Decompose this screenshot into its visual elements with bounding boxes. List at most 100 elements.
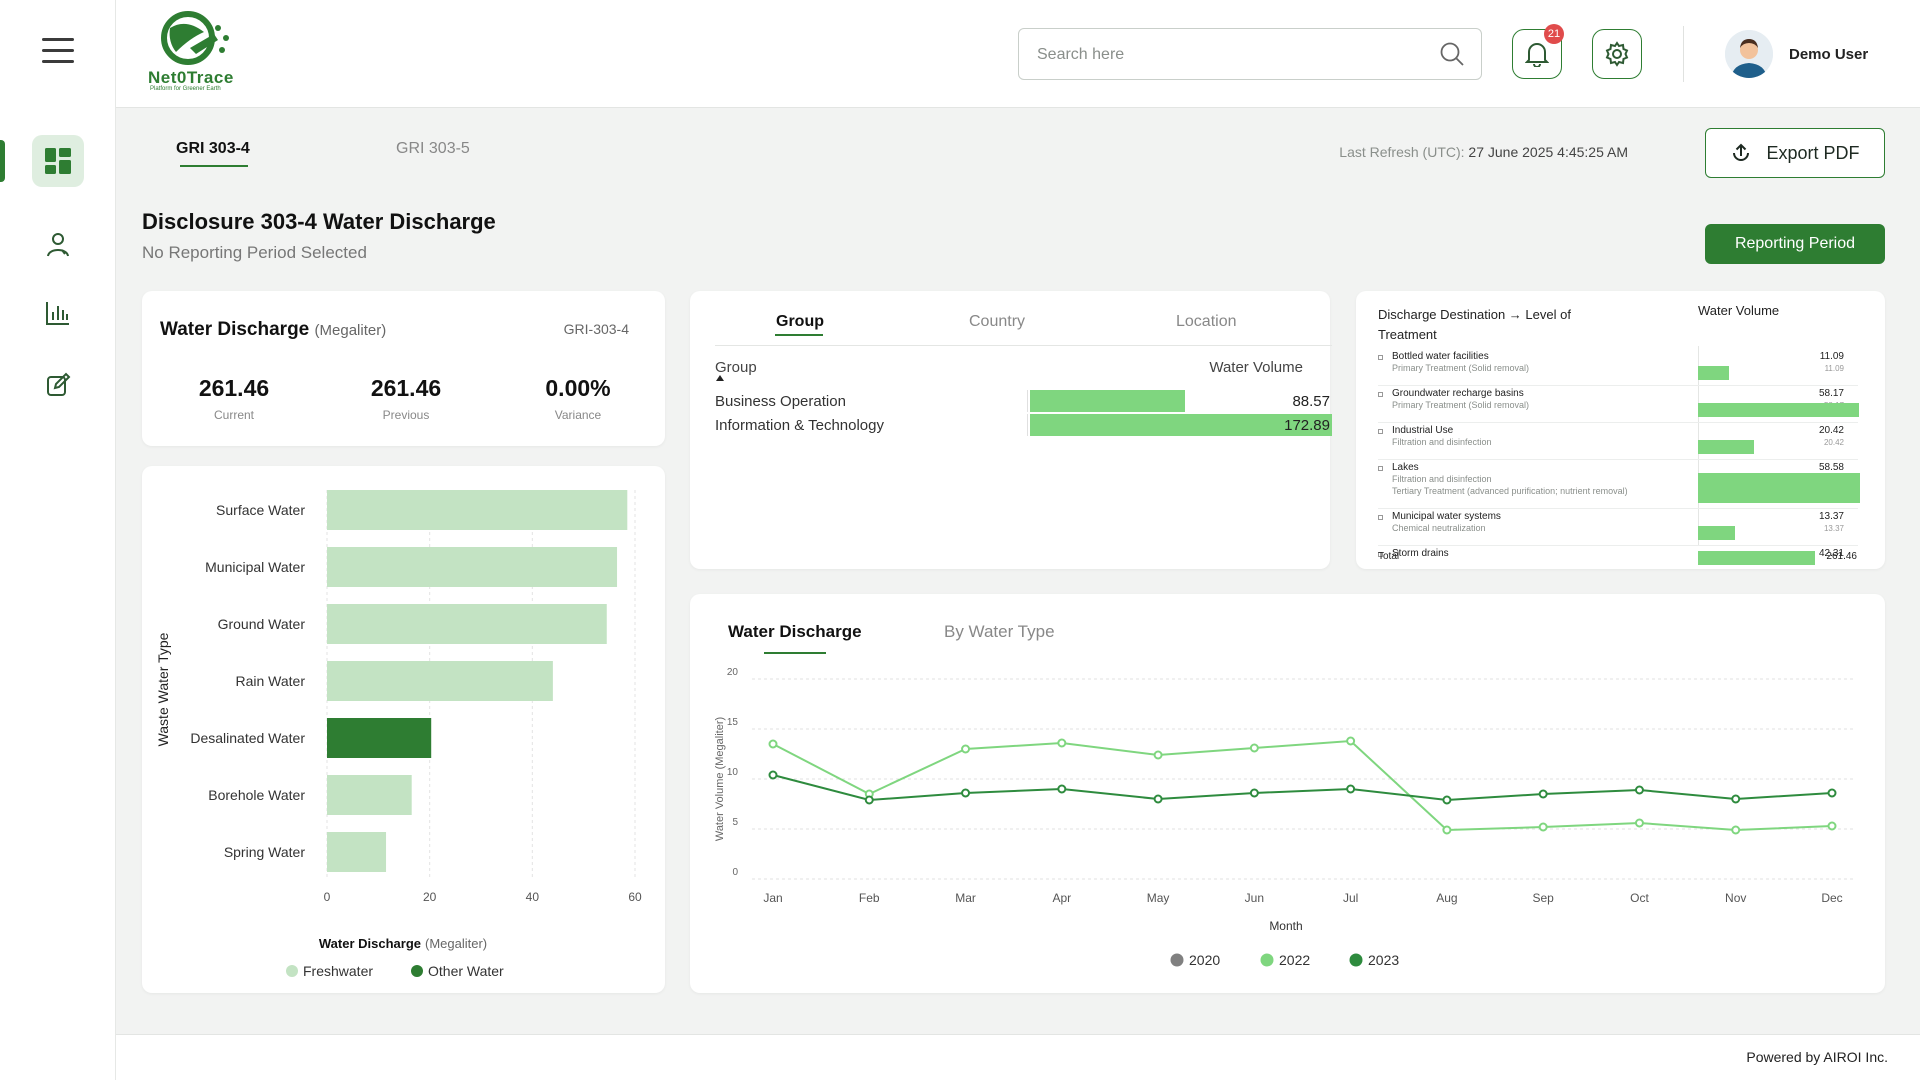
line-tab-underline: [764, 652, 826, 654]
expand-icon[interactable]: [1378, 552, 1383, 557]
data-point: [1538, 822, 1548, 832]
tab-gri-303-4[interactable]: GRI 303-4: [176, 140, 250, 157]
destination-total: 58.58: [1818, 462, 1844, 473]
sidebar-item-users[interactable]: [32, 218, 84, 270]
x-tick-label: 60: [628, 890, 642, 904]
data-point: [1634, 785, 1644, 795]
y-axis-label: Waste Water Type: [155, 632, 171, 746]
row-name: Business Operation: [715, 393, 846, 410]
row-value: 88.57: [1292, 393, 1330, 410]
legend-swatch: [411, 965, 423, 977]
avatar[interactable]: [1725, 30, 1773, 78]
settings-button[interactable]: [1592, 29, 1642, 79]
y-axis-label: Water Volume (Megaliter): [714, 717, 726, 841]
bar: [327, 718, 432, 758]
kpi-variance-value: 0.00%: [545, 375, 611, 401]
destination-total: 20.42: [1818, 425, 1844, 436]
legend-label: Other Water: [428, 963, 504, 979]
kpi-current-value: 261.46: [198, 375, 270, 401]
col-header-water-volume[interactable]: Water Volume: [1209, 359, 1303, 376]
legend-swatch: [1349, 953, 1363, 967]
expand-icon[interactable]: [1378, 515, 1383, 520]
col-header-group[interactable]: Group: [715, 359, 757, 376]
tab-group[interactable]: Group: [776, 313, 824, 330]
treatment-value: 20.42: [1823, 438, 1844, 447]
data-point: [1346, 736, 1356, 746]
sort-ascending-icon[interactable]: [715, 374, 725, 382]
expand-icon[interactable]: [1378, 429, 1383, 434]
tab-by-water-type[interactable]: By Water Type: [944, 622, 1055, 641]
expand-icon[interactable]: [1378, 392, 1383, 397]
data-point: [1249, 743, 1259, 753]
last-refresh-label: Last Refresh (UTC):: [1339, 144, 1465, 160]
table-row[interactable]: Business Operation 88.57: [715, 390, 1332, 412]
data-point: [961, 744, 971, 754]
data-point: [1731, 825, 1741, 835]
brand-name: Net0Trace: [148, 68, 234, 87]
sidebar-item-dashboard[interactable]: [32, 135, 84, 187]
row-divider: [1378, 545, 1858, 546]
cell-divider: [1027, 414, 1028, 436]
water-discharge-line-card: Water Discharge By Water Type 0 5 10 15 20 Ja…: [690, 594, 1885, 993]
bar: [327, 604, 607, 644]
sidebar-item-reports[interactable]: [32, 287, 84, 339]
group-table-divider: [715, 345, 1332, 346]
x-axis-label-text: Water Discharge: [319, 936, 421, 951]
kpi-card: Water Discharge (Megaliter) GRI-303-4 26…: [142, 291, 665, 446]
destination-col-header[interactable]: Discharge Destination → Level of Treatme…: [1378, 307, 1571, 342]
search-box: [1018, 28, 1482, 80]
x-tick-label: Apr: [1052, 891, 1071, 905]
legend-swatch: [286, 965, 298, 977]
destination-name: Groundwater recharge basins: [1392, 388, 1524, 399]
notifications-button[interactable]: 21: [1512, 24, 1564, 79]
destination-total: 11.09: [1819, 351, 1844, 362]
waste-water-type-chart-card: 0 20 40 60 Surface Water Municipal Water Groun…: [142, 466, 665, 993]
tab-country[interactable]: Country: [969, 313, 1026, 330]
destination-row[interactable]: Groundwater recharge basins 58.17 Primary …: [1378, 388, 1859, 423]
cell-divider: [1027, 390, 1028, 412]
reporting-period-button[interactable]: Reporting Period: [1705, 224, 1885, 264]
tab-location[interactable]: Location: [1176, 313, 1237, 330]
treatment-level: Tertiary Treatment (advanced purificatio…: [1392, 486, 1628, 496]
tab-gri-303-5[interactable]: GRI 303-5: [396, 140, 470, 157]
legend-swatch: [1260, 953, 1274, 967]
legend-swatch: [1170, 953, 1184, 967]
kpi-variance: 0.00% Variance: [508, 375, 648, 422]
x-axis-label: Month: [1269, 919, 1302, 933]
data-point: [768, 739, 778, 749]
user-name[interactable]: Demo User: [1789, 46, 1869, 63]
kpi-previous-value: 261.46: [370, 375, 442, 401]
menu-toggle-button[interactable]: [42, 38, 74, 64]
data-point: [1442, 795, 1452, 805]
expand-icon[interactable]: [1378, 466, 1383, 471]
notification-badge: 21: [1544, 24, 1564, 44]
bar: [327, 547, 618, 587]
y-tick-label: 15: [727, 717, 739, 728]
bell-icon: [1525, 43, 1549, 67]
destination-row[interactable]: Bottled water facilities 11.09 Primary Tre…: [1378, 351, 1858, 386]
row-name: Information & Technology: [715, 417, 884, 434]
tab-water-discharge[interactable]: Water Discharge: [728, 622, 862, 641]
sidebar-item-edit[interactable]: [32, 359, 84, 411]
destination-volume-header[interactable]: Water Volume: [1698, 303, 1780, 318]
expand-icon[interactable]: [1378, 355, 1383, 360]
destination-value-bar: [1698, 440, 1754, 454]
destination-row[interactable]: Municipal water systems 13.37 Chemical neu…: [1378, 511, 1858, 546]
destination-row[interactable]: Storm drains 42.31: [1378, 548, 1858, 568]
table-row[interactable]: Information & Technology 172.89: [715, 414, 1332, 436]
export-pdf-button[interactable]: Export PDF: [1705, 128, 1885, 178]
destination-row[interactable]: Industrial Use 20.42 Filtration and disinf…: [1378, 425, 1858, 460]
bar-chart-icon: [46, 302, 69, 325]
destination-name: Storm drains: [1392, 548, 1449, 559]
legend-label: 2022: [1279, 952, 1310, 968]
search-icon[interactable]: [1439, 41, 1465, 67]
category-label: Desalinated Water: [190, 730, 305, 746]
data-point: [1057, 784, 1067, 794]
footer-credit: Powered by AIROI Inc.: [1746, 1049, 1888, 1065]
data-point: [768, 770, 778, 780]
row-divider: [1378, 459, 1858, 460]
search-input[interactable]: [1037, 43, 1417, 67]
kpi-current: 261.46 Current: [164, 375, 304, 422]
category-label: Rain Water: [235, 673, 305, 689]
